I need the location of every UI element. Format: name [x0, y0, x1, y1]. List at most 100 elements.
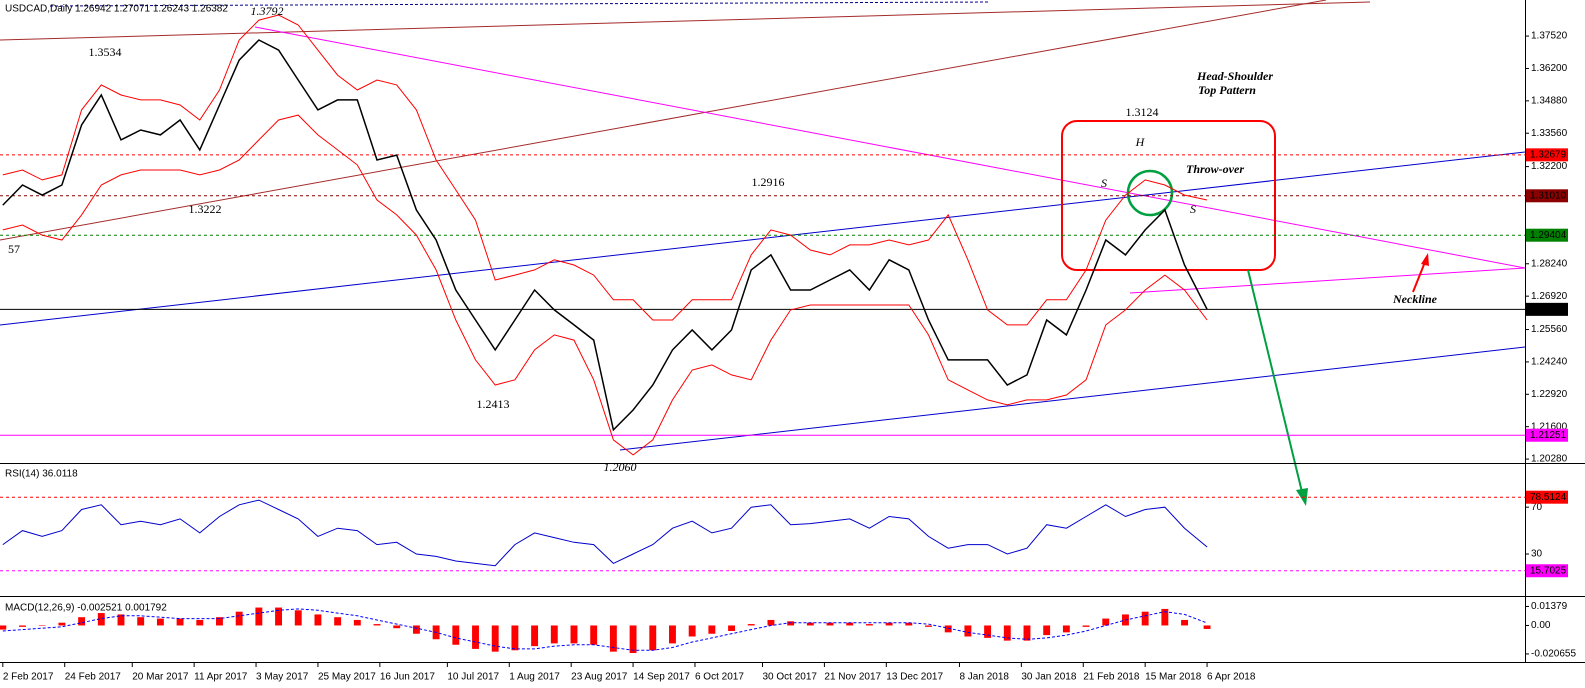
series-line: [2, 608, 1208, 651]
channel-line: [0, 151, 1526, 326]
x-tick-label: 2 Feb 2017: [3, 672, 54, 683]
histogram-bar: [196, 619, 204, 626]
histogram-bar: [373, 624, 381, 626]
channel-line: [619, 346, 1526, 451]
y-tick-label: 1.28240: [1531, 258, 1568, 269]
histogram-bar: [393, 625, 401, 629]
x-tick-label: 30 Oct 2017: [763, 672, 818, 683]
level-label: 1.32679: [1530, 149, 1567, 160]
histogram-bar: [1043, 625, 1051, 636]
histogram-bar: [688, 625, 696, 637]
annotation: S: [1101, 176, 1107, 190]
histogram-bar: [255, 607, 263, 626]
x-tick-label: 20 Mar 2017: [132, 672, 189, 683]
trend-line: [49, 1, 991, 7]
panel-title: RSI(14) 36.0118: [5, 469, 78, 480]
annotation: Throw-over: [1186, 162, 1244, 176]
level-label-box: [1526, 189, 1568, 203]
histogram-bar: [97, 613, 105, 626]
series-line: [2, 14, 1208, 326]
annotation: 57: [8, 242, 20, 256]
x-tick-label: 23 Aug 2017: [571, 672, 628, 683]
series-line: [2, 499, 1208, 567]
histogram-bar: [1003, 625, 1011, 641]
histogram-bar: [590, 625, 598, 645]
x-tick-label: 6 Apr 2018: [1207, 672, 1256, 683]
level-label-box: [1526, 564, 1568, 578]
target-arrow: [1247, 269, 1303, 493]
annotation: Top Pattern: [1198, 83, 1256, 97]
x-tick-label: 10 Jul 2017: [447, 672, 499, 683]
x-tick-label: 16 Jun 2017: [380, 672, 435, 683]
y-tick-label: 1.26920: [1531, 291, 1568, 302]
histogram-bar: [629, 625, 637, 654]
histogram-bar: [58, 622, 66, 626]
histogram-bar: [708, 625, 716, 634]
histogram-bar: [1062, 625, 1070, 633]
histogram-bar: [176, 618, 184, 626]
trend-line: [0, 1, 1371, 41]
level-label-box: [1526, 148, 1568, 162]
annotation: Head-Shoulder: [1196, 69, 1273, 83]
annotation: 1.2060: [604, 460, 637, 474]
histogram-bar: [944, 625, 952, 633]
histogram-bar: [216, 617, 223, 626]
histogram-bar: [0, 625, 7, 630]
x-tick-label: 3 May 2017: [256, 672, 309, 683]
x-tick-label: 6 Oct 2017: [695, 672, 744, 683]
x-tick-label: 21 Feb 2018: [1083, 672, 1140, 683]
level-label-box: [1526, 228, 1568, 242]
x-tick-label: 14 Sep 2017: [633, 672, 690, 683]
x-tick-label: 1 Aug 2017: [509, 672, 560, 683]
histogram-bar: [235, 611, 243, 626]
drawings: [0, 0, 1526, 506]
x-tick-label: 21 Nov 2017: [824, 672, 881, 683]
histogram-bar: [846, 622, 854, 626]
histogram-bar: [649, 625, 657, 651]
histogram-bar: [767, 619, 775, 626]
annotation: 1.3534: [89, 45, 122, 59]
level-label: 15.7025: [1530, 565, 1567, 576]
histogram-bar: [412, 625, 420, 634]
y-tick-label: 0.01379: [1531, 601, 1568, 612]
y-tick-label: 1.24240: [1531, 357, 1568, 368]
histogram-bar: [452, 625, 460, 645]
y-tick-label: -0.020655: [1531, 649, 1576, 660]
frame: [0, 0, 1585, 663]
histogram-bar: [294, 610, 302, 626]
y-tick-label: 1.33560: [1531, 128, 1568, 139]
series-line: [2, 114, 1208, 456]
y-tick-label: 1.34880: [1531, 95, 1568, 106]
annotation: 1.3222: [189, 202, 222, 216]
annotation: 1.2916: [752, 175, 785, 189]
trend-line: [254, 26, 1526, 269]
level-label: 1.26382: [1530, 304, 1567, 315]
histogram-bar: [728, 625, 735, 631]
annotation: 1.3124: [1126, 105, 1159, 119]
histogram-bar: [19, 625, 26, 627]
level-label-box: [1526, 490, 1568, 504]
histogram-bar: [314, 614, 322, 626]
histogram-bar: [156, 618, 164, 626]
y-tick-label: 0.00: [1531, 620, 1551, 631]
histogram-bar: [78, 617, 86, 626]
neckline-arrow: [1412, 261, 1426, 293]
histogram-bar: [38, 625, 46, 626]
histogram-bar: [826, 622, 834, 626]
histogram-bar: [334, 617, 342, 626]
histogram-bar: [570, 625, 578, 644]
x-tick-label: 8 Jan 2018: [959, 672, 1009, 683]
histogram-bar: [472, 625, 479, 649]
annotation: S: [1190, 202, 1196, 216]
histogram-bar: [1161, 608, 1169, 626]
x-tick-label: 11 Apr 2017: [194, 672, 248, 683]
annotation: 1.3792: [251, 4, 284, 18]
histogram-bar: [275, 607, 282, 626]
y-tick-label: 70: [1531, 502, 1543, 513]
panel-title: MACD(12,26,9) -0.002521 0.001792: [5, 603, 167, 614]
y-tick-label: 1.25560: [1531, 324, 1568, 335]
histogram-bar: [787, 621, 795, 626]
y-tick-label: 30: [1531, 549, 1543, 560]
histogram-bar: [964, 625, 972, 637]
